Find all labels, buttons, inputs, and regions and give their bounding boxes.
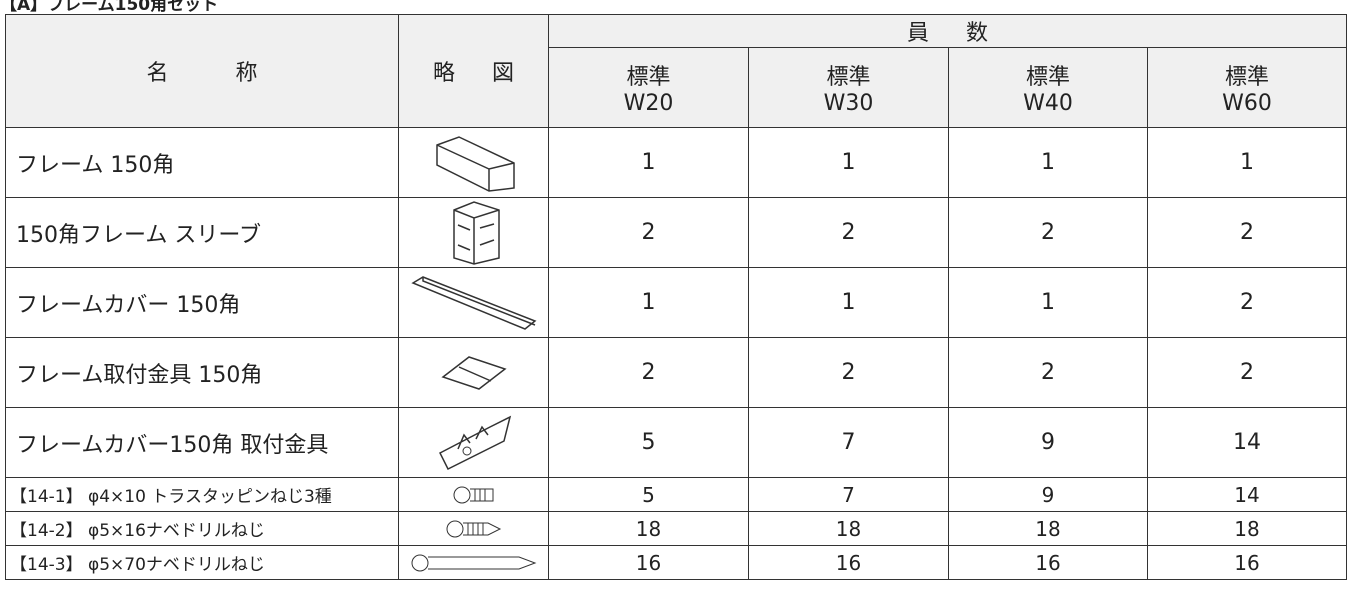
count: 16	[748, 545, 949, 580]
part-icon	[438, 415, 511, 470]
count: 16	[948, 545, 1148, 580]
count: 5	[548, 407, 749, 478]
table-row: 150角フレーム スリーブ 2 2 2 2	[5, 197, 1347, 268]
part-icon	[410, 275, 536, 330]
count: 7	[748, 477, 949, 512]
diagram	[398, 197, 549, 268]
count: 1	[1147, 127, 1347, 198]
count: 5	[548, 477, 749, 512]
column-top: 標準	[826, 65, 871, 90]
part-name: フレーム取付金具 150角	[5, 337, 399, 408]
table-row: フレームカバー150角 取付金具 5 7 9 14	[5, 407, 1347, 478]
column-top: 標準	[1025, 65, 1070, 90]
part-name: 【14-1】 φ4×10 トラスタッピンねじ3種	[5, 477, 399, 512]
table-row: 【14-2】 φ5×16ナベドリルねじ 18 18 18 18	[5, 511, 1347, 546]
count: 1	[748, 267, 949, 338]
column-bottom: W30	[823, 91, 874, 116]
count: 1	[748, 127, 949, 198]
part-icon	[452, 200, 500, 265]
count: 14	[1147, 407, 1347, 478]
count: 2	[748, 337, 949, 408]
diagram	[398, 337, 549, 408]
count: 2	[1147, 267, 1347, 338]
part-name: フレーム 150角	[5, 127, 399, 198]
column-bottom: W60	[1222, 91, 1272, 116]
count: 1	[948, 127, 1148, 198]
diagram	[398, 407, 549, 478]
column-top: 標準	[626, 65, 671, 90]
diagram	[398, 545, 549, 580]
page-title: 【A】フレーム150角セット	[0, 0, 219, 15]
count: 2	[948, 337, 1148, 408]
part-name: フレームカバー 150角	[5, 267, 399, 338]
count: 2	[548, 337, 749, 408]
diagram	[398, 267, 549, 338]
count: 1	[548, 127, 749, 198]
count: 1	[948, 267, 1148, 338]
count: 9	[948, 477, 1148, 512]
count: 7	[748, 407, 949, 478]
column-top: 標準	[1224, 65, 1269, 90]
count: 18	[948, 511, 1148, 546]
count: 2	[948, 197, 1148, 268]
diagram	[398, 127, 549, 198]
count: 18	[548, 511, 749, 546]
table-row: フレーム取付金具 150角 2 2 2 2	[5, 337, 1347, 408]
part-name: 150角フレーム スリーブ	[5, 197, 399, 268]
count: 18	[748, 511, 949, 546]
count: 2	[1147, 337, 1347, 408]
table-row: 【14-3】 φ5×70ナベドリルねじ 16 16 16 16	[5, 545, 1347, 580]
part-icon	[440, 355, 507, 390]
count: 16	[548, 545, 749, 580]
count: 16	[1147, 545, 1347, 580]
parts-table: 名 称 略 図 員 数 標準 W20 標準 W30 標準 W40 標準 W60 フレーム 15…	[5, 14, 1347, 580]
name-header: 名 称	[5, 14, 399, 128]
column-header: 標準 W30	[748, 47, 949, 128]
column-bottom: W40	[1023, 91, 1073, 116]
part-icon	[435, 135, 515, 192]
count: 18	[1147, 511, 1347, 546]
part-icon	[453, 486, 493, 503]
part-name: フレームカバー150角 取付金具	[5, 407, 399, 478]
table-row: フレームカバー 150角 1 1 1 2	[5, 267, 1347, 338]
diagram-header: 略 図	[398, 14, 549, 128]
part-name: 【14-3】 φ5×70ナベドリルねじ	[5, 545, 399, 580]
count: 9	[948, 407, 1148, 478]
part-icon	[411, 554, 536, 571]
count: 2	[1147, 197, 1347, 268]
count: 2	[748, 197, 949, 268]
part-name: 【14-2】 φ5×16ナベドリルねじ	[5, 511, 399, 546]
column-header: 標準 W60	[1147, 47, 1347, 128]
table-row: 【14-1】 φ4×10 トラスタッピンねじ3種 5 7 9 14	[5, 477, 1347, 512]
count: 14	[1147, 477, 1347, 512]
part-icon	[446, 520, 501, 537]
column-bottom: W20	[623, 91, 674, 116]
group-header: 員 数	[548, 14, 1347, 48]
count: 1	[548, 267, 749, 338]
table-row: フレーム 150角 1 1 1 1	[5, 127, 1347, 198]
column-header: 標準 W40	[948, 47, 1148, 128]
diagram	[398, 511, 549, 546]
diagram	[398, 477, 549, 512]
count: 2	[548, 197, 749, 268]
column-header: 標準 W20	[548, 47, 749, 128]
